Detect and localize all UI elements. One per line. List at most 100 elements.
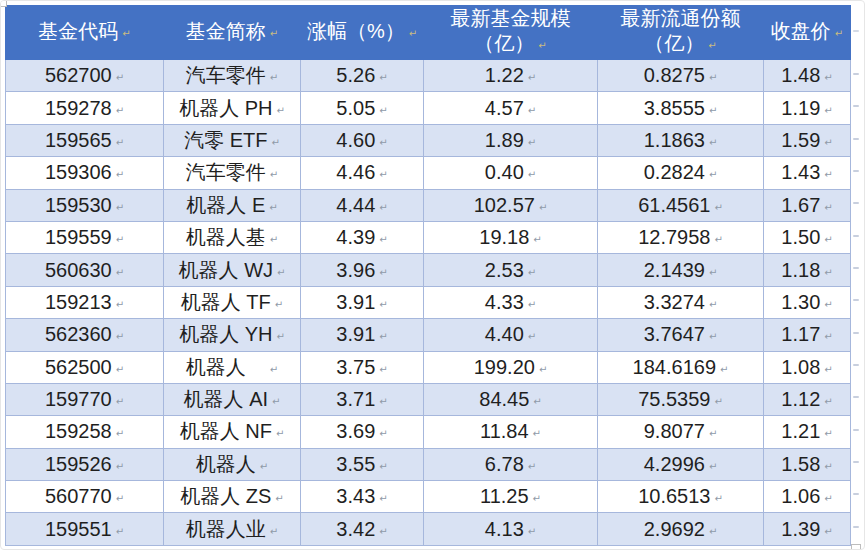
cell-value: 2.1439	[644, 259, 705, 281]
column-header-label: 涨幅（%）	[307, 20, 405, 42]
row-end-mark	[853, 332, 859, 334]
column-header-label: 收盘价	[771, 20, 831, 42]
table-cell: 0.40↵	[424, 157, 598, 189]
table-cell: 1.39↵	[764, 513, 851, 545]
end-of-cell-mark: ↵	[276, 331, 284, 342]
cell-value: 机器人 NF	[180, 420, 272, 442]
end-of-cell-mark: ↵	[835, 28, 843, 39]
end-of-cell-mark: ↵	[824, 137, 832, 148]
table-cell: 159213 ↵	[6, 286, 164, 318]
cell-value: 1.21	[781, 420, 820, 442]
table-cell: 3.69↵	[301, 416, 424, 448]
header-row-end-mark	[853, 30, 859, 32]
end-of-cell-mark: ↵	[116, 267, 124, 278]
cell-value: 3.42	[336, 518, 375, 540]
row-end-mark-slot	[853, 511, 863, 543]
end-of-cell-mark: ↵	[116, 299, 124, 310]
end-of-cell-mark: ↵	[379, 493, 387, 504]
table-cell: 159526↵	[6, 448, 164, 480]
cell-value: 159530	[45, 194, 112, 216]
end-of-cell-mark: ↵	[275, 299, 283, 310]
table-cell: 560770↵	[6, 481, 164, 513]
table-cell: 4.33↵	[424, 286, 598, 318]
end-of-cell-mark: ↵	[379, 526, 387, 537]
cell-value: 3.7647	[644, 323, 705, 345]
table-cell: 机器人 TF↵	[164, 286, 301, 318]
table-row: 159551↵机器人业↵3.42↵4.13↵2.9692↵1.39↵	[6, 513, 851, 545]
table-cell: 1.50 ↵	[764, 221, 851, 253]
end-of-cell-mark: ↵	[709, 267, 717, 278]
table-cell: 4.60↵	[301, 124, 424, 156]
cell-value: 4.57	[485, 97, 524, 119]
end-of-cell-mark: ↵	[528, 169, 536, 180]
end-of-cell-mark: ↵	[379, 396, 387, 407]
table-cell: 1.18 ↵	[764, 254, 851, 286]
cell-value: 159278	[45, 97, 112, 119]
end-of-cell-mark: ↵	[709, 526, 717, 537]
table-row: 562700↵汽车零件↵5.26↵1.22↵0.8275↵1.48↵	[6, 60, 851, 92]
table-cell: 2.1439 ↵	[598, 254, 764, 286]
end-of-cell-mark: ↵	[270, 72, 278, 83]
table-cell: 11.84↵	[424, 416, 598, 448]
table-row: 159565↵汽零 ETF↵4.60↵1.89↵1.1863↵1.59↵	[6, 124, 851, 156]
end-of-cell-mark: ↵	[709, 461, 717, 472]
end-of-cell-mark: ↵	[116, 428, 124, 439]
cell-value: 4.44	[336, 194, 375, 216]
table-cell: 5.26↵	[301, 60, 424, 92]
cell-value: 3.96	[336, 259, 375, 281]
row-end-mark-slot	[853, 446, 863, 478]
table-cell: 560630 ↵	[6, 254, 164, 286]
cell-value: 机器人 PH	[179, 97, 272, 119]
end-of-cell-mark: ↵	[539, 364, 547, 375]
column-header-6: 收盘价 ↵	[764, 6, 851, 60]
table-cell: 159306↵	[6, 157, 164, 189]
end-of-cell-mark: ↵	[709, 169, 717, 180]
table-cell: 159530↵	[6, 189, 164, 221]
row-end-mark-slot	[853, 317, 863, 349]
end-of-cell-mark: ↵	[824, 105, 832, 116]
row-end-mark-slot	[853, 381, 863, 413]
table-cell: 1.59↵	[764, 124, 851, 156]
table-cell: 1.30↵	[764, 286, 851, 318]
table-cell: 159565↵	[6, 124, 164, 156]
table-cell: 1.21↵	[764, 416, 851, 448]
end-of-cell-mark: ↵	[533, 428, 541, 439]
cell-value: 1.06	[781, 485, 820, 507]
table-row: 159278↵机器人 PH↵5.05↵4.57↵3.8555↵1.19↵	[6, 92, 851, 124]
end-of-cell-mark: ↵	[379, 202, 387, 213]
cell-value: 3.91	[336, 291, 375, 313]
cell-value: 159213	[45, 291, 112, 313]
cell-value: 560630	[45, 259, 112, 281]
end-of-cell-mark: ↵	[533, 396, 541, 407]
cell-value: 汽零 ETF	[184, 129, 267, 151]
end-of-cell-mark: ↵	[824, 461, 832, 472]
cell-value: 4.39	[336, 226, 375, 248]
end-of-cell-mark: ↵	[824, 234, 832, 245]
row-end-mark	[853, 396, 859, 398]
cell-value: 3.8555	[644, 97, 705, 119]
end-of-cell-mark: ↵	[824, 267, 832, 278]
table-cell: 机器人 ↵	[164, 351, 301, 383]
table-cell: 4.13↵	[424, 513, 598, 545]
table-cell: 2.53↵	[424, 254, 598, 286]
column-header-3: 涨幅（%）↵	[301, 6, 424, 60]
end-of-cell-mark: ↵	[379, 267, 387, 278]
end-of-cell-mark: ↵	[720, 364, 728, 375]
table-cell: 562500↵	[6, 351, 164, 383]
cell-value: 1.50	[781, 226, 820, 248]
cell-value: 机器人 AI	[184, 388, 268, 410]
table-cell: 2.9692↵	[598, 513, 764, 545]
cell-value: 3.71	[336, 388, 375, 410]
column-header-label: 最新基金规模（亿）	[451, 7, 571, 54]
table-cell: 机器人↵	[164, 448, 301, 480]
cell-value: 3.91	[336, 323, 375, 345]
cell-value: 159565	[45, 129, 112, 151]
end-of-cell-mark: ↵	[379, 428, 387, 439]
cell-value: 汽车零件	[186, 161, 266, 183]
cell-value: 0.8275	[644, 64, 705, 86]
table-row: 159770↵机器人 AI↵3.71↵84.45↵75.5359↵1.12↵	[6, 383, 851, 415]
column-header-1: 基金代码↵	[6, 6, 164, 60]
table-cell: 机器人基↵	[164, 221, 301, 253]
cell-value: 1.18	[781, 259, 820, 281]
end-of-cell-mark: ↵	[528, 267, 536, 278]
